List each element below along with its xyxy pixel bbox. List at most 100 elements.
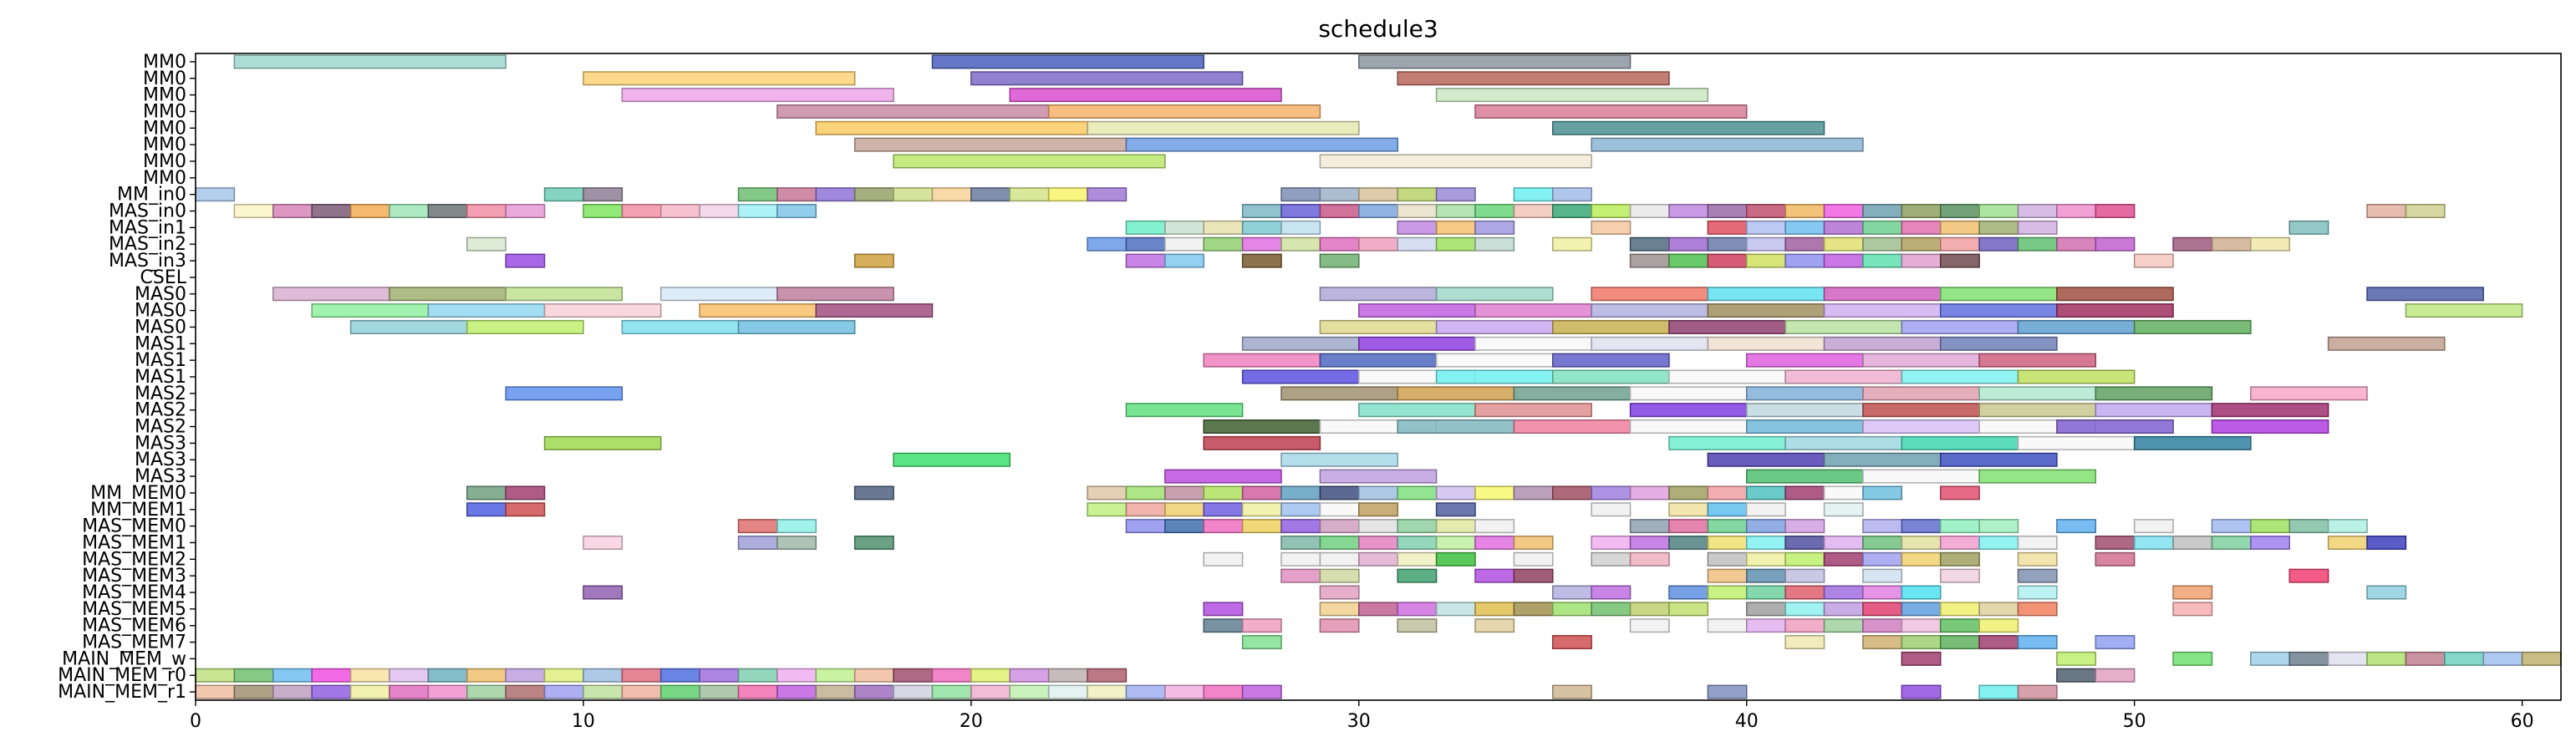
task-bar: [737, 519, 778, 534]
task-bar: [1939, 204, 1980, 219]
task-bar: [1319, 319, 1438, 334]
task-bar: [1552, 585, 1592, 600]
task-bar: [1203, 353, 1321, 368]
task-bar: [1319, 568, 1360, 583]
y-tick-label: MAS_MEM5: [82, 599, 186, 620]
task-bar: [2521, 651, 2562, 666]
task-bar: [1862, 403, 1980, 418]
task-bar: [1668, 519, 1709, 534]
task-bar: [2327, 336, 2446, 351]
task-bar: [583, 585, 624, 600]
task-bar: [1435, 551, 1476, 567]
task-bar: [1745, 403, 1864, 418]
task-bar: [1203, 551, 1244, 567]
task-bar: [1939, 303, 2058, 318]
task-bar: [699, 668, 740, 683]
task-bar: [621, 88, 894, 103]
task-bar: [1435, 204, 1476, 219]
y-tick-label: MAS1: [135, 367, 186, 388]
task-bar: [1901, 602, 1942, 617]
y-tick-label: MM0: [143, 168, 186, 189]
task-bar: [1552, 485, 1592, 500]
x-tick-label: 30: [1347, 711, 1371, 732]
task-bar: [893, 154, 1166, 169]
task-bar: [1513, 535, 1554, 550]
task-bar: [1125, 403, 1244, 418]
task-bar: [1241, 519, 1282, 534]
task-bar: [1435, 369, 1554, 384]
task-bar: [505, 287, 624, 302]
task-bar: [1629, 485, 1670, 500]
task-bar: [2133, 535, 2174, 550]
y-tick-label: MAS3: [135, 466, 186, 487]
task-bar: [1125, 519, 1166, 534]
task-bar: [1358, 403, 1476, 418]
task-bar: [1745, 568, 1786, 583]
task-bar: [1707, 684, 1748, 699]
task-bar: [2211, 535, 2252, 550]
task-bar: [853, 253, 894, 268]
task-bar: [1823, 585, 1864, 600]
task-bar: [233, 54, 507, 69]
task-bar: [2017, 551, 2058, 567]
task-bar: [1901, 535, 1942, 550]
task-bar: [1513, 386, 1632, 401]
task-bar: [1552, 120, 1825, 135]
task-bar: [2211, 236, 2252, 252]
task-bar: [1241, 336, 1360, 351]
task-bar: [1474, 236, 1515, 252]
task-bar: [1552, 353, 1670, 368]
task-bar: [1668, 204, 1709, 219]
y-tick-label: MAIN_MEM_r1: [58, 682, 186, 703]
task-bar: [233, 668, 274, 683]
task-bar: [1901, 236, 1942, 252]
task-bar: [1591, 137, 1864, 152]
task-bar: [195, 668, 236, 683]
task-bar: [1591, 336, 1709, 351]
task-bar: [1629, 618, 1670, 633]
task-bar: [1862, 485, 1903, 500]
task-bar: [2095, 635, 2136, 650]
task-bar: [1474, 485, 1515, 500]
task-bar: [427, 668, 468, 683]
y-tick-label: MAS0: [135, 301, 186, 322]
task-bar: [1241, 253, 1282, 268]
task-bar: [1125, 220, 1166, 235]
task-bar: [853, 535, 894, 550]
task-bar: [2056, 668, 2097, 683]
task-bar: [505, 684, 546, 699]
task-bar: [1203, 684, 1244, 699]
task-bar: [2017, 602, 2058, 617]
task-bar: [1978, 386, 2097, 401]
task-bar: [1784, 568, 1825, 583]
y-tick-label: MAS0: [135, 317, 186, 338]
task-bar: [1591, 303, 1709, 318]
task-bar: [1474, 618, 1515, 633]
y-tick-label: MM_MEM0: [90, 483, 186, 504]
task-bar: [1280, 204, 1321, 219]
task-bar: [1668, 585, 1709, 600]
task-bar: [1939, 485, 1980, 500]
y-tick-label: CSEL: [140, 267, 187, 288]
task-bar: [970, 668, 1011, 683]
task-bar: [1591, 287, 1709, 302]
task-bar: [2327, 535, 2368, 550]
task-bar: [1203, 485, 1244, 500]
task-bar: [466, 204, 507, 219]
task-bar: [1823, 287, 1942, 302]
task-bar: [659, 287, 778, 302]
task-bar: [1164, 519, 1204, 534]
task-bar: [1629, 386, 1748, 401]
task-bar: [1319, 535, 1360, 550]
task-bar: [737, 535, 778, 550]
task-bar: [311, 204, 352, 219]
task-bar: [1862, 469, 1980, 484]
y-tick-label: MAS_MEM2: [82, 549, 186, 570]
task-bar: [2133, 253, 2174, 268]
task-bar: [2017, 535, 2058, 550]
y-tick-label: MM0: [143, 101, 186, 122]
task-bar: [1319, 469, 1438, 484]
task-bar: [1862, 236, 1903, 252]
y-tick-label: MM0: [143, 69, 186, 89]
task-bar: [1474, 519, 1515, 534]
